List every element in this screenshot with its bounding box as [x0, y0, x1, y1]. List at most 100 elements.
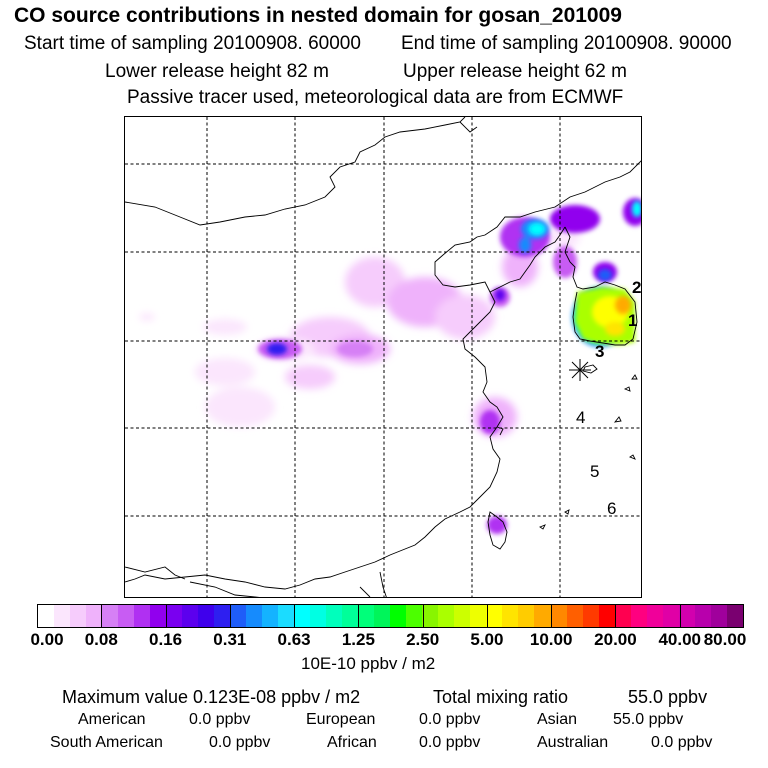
colorbar-cell — [662, 605, 679, 627]
region-name-south-american: South American — [50, 734, 163, 751]
region-value-south-american: 0.0 ppbv — [209, 734, 271, 751]
colorbar-cell — [246, 605, 263, 627]
colorbar-cell — [566, 605, 583, 627]
map-panel: 2 1 3 4 5 6 — [124, 116, 642, 598]
map-canvas — [125, 117, 641, 597]
region-value-asian: 55.0 ppbv — [613, 711, 684, 728]
plume-core — [575, 287, 635, 345]
region-name-european: European — [306, 711, 376, 728]
colorbar-cell — [470, 605, 487, 627]
site-marker-3: 3 — [595, 342, 605, 361]
colorbar-cell — [38, 605, 55, 627]
colorbar-cell — [214, 605, 231, 627]
colorbar-cell — [630, 605, 647, 627]
site-marker-4: 4 — [576, 408, 586, 427]
colorbar-cell — [534, 605, 551, 627]
colorbar-cell — [678, 605, 695, 627]
colorbar-separator — [551, 604, 553, 628]
colorbar-cell — [598, 605, 615, 627]
site-marker-2: 2 — [632, 278, 642, 297]
site-marker-6: 6 — [607, 499, 617, 518]
region-value-african: 0.0 ppbv — [419, 734, 481, 751]
region-name-australian: Australian — [537, 734, 609, 751]
colorbar-separator — [101, 604, 103, 628]
colorbar-tick-label: 80.00 — [703, 630, 747, 649]
region-name-american: American — [78, 711, 146, 728]
colorbar-cell — [166, 605, 183, 627]
max-value-label: Maximum value 0.123E-08 ppbv / m2 — [62, 687, 361, 707]
colorbar-cell — [278, 605, 295, 627]
colorbar-tick-label: 0.31 — [213, 630, 247, 649]
colorbar-tick-label: 5.00 — [470, 630, 504, 649]
colorbar-cell — [262, 605, 279, 627]
colorbar-tick-label: 20.00 — [594, 630, 637, 649]
colorbar-cell — [118, 605, 135, 627]
colorbar-cell — [454, 605, 471, 627]
colorbar-cell — [374, 605, 391, 627]
total-mixing-label: Total mixing ratio — [433, 687, 569, 707]
colorbar-cell — [582, 605, 599, 627]
colorbar-separator — [679, 604, 681, 628]
colorbar-cell — [422, 605, 439, 627]
site-marker-1: 1 — [628, 311, 638, 330]
colorbar-cell — [182, 605, 199, 627]
colorbar-cell — [614, 605, 631, 627]
colorbar-cell — [342, 605, 359, 627]
colorbar-tick-label: 2.50 — [406, 630, 440, 649]
site-marker-5: 5 — [590, 462, 600, 481]
colorbar — [37, 604, 744, 628]
colorbar-cell — [406, 605, 423, 627]
start-time-label: Start time of sampling 20100908. 60000 — [24, 33, 361, 54]
colorbar-cell — [390, 605, 407, 627]
colorbar-tick-label: 0.63 — [277, 630, 311, 649]
colorbar-cell — [230, 605, 247, 627]
colorbar-cell — [86, 605, 103, 627]
region-value-european: 0.0 ppbv — [419, 711, 481, 728]
colorbar-unit-label: 10E-10 ppbv / m2 — [301, 654, 436, 673]
colorbar-separator — [486, 604, 488, 628]
colorbar-cell — [726, 605, 743, 627]
total-mixing-value: 55.0 ppbv — [628, 687, 708, 707]
gosan-site-marker — [569, 359, 591, 381]
tracer-label: Passive tracer used, meteorological data… — [127, 87, 624, 108]
lower-release-label: Lower release height 82 m — [105, 61, 329, 82]
colorbar-cell — [294, 605, 311, 627]
region-value-american: 0.0 ppbv — [189, 711, 251, 728]
colorbar-tick-label: 40.00 — [658, 630, 701, 649]
colorbar-cell — [70, 605, 87, 627]
colorbar-separator — [165, 604, 167, 628]
colorbar-cell — [438, 605, 455, 627]
colorbar-separator — [358, 604, 360, 628]
colorbar-cell — [694, 605, 711, 627]
colorbar-tick-label: 0.00 — [30, 630, 64, 649]
colorbar-tick-label: 10.00 — [529, 630, 573, 649]
region-value-australian: 0.0 ppbv — [651, 734, 713, 751]
region-name-african: African — [327, 734, 377, 751]
colorbar-cell — [150, 605, 167, 627]
colorbar-separator — [422, 604, 424, 628]
chart-title: CO source contributions in nested domain… — [14, 4, 622, 27]
colorbar-tick-label: 0.08 — [84, 630, 118, 649]
upper-release-label: Upper release height 62 m — [403, 61, 627, 82]
colorbar-cell — [646, 605, 663, 627]
colorbar-separator — [615, 604, 617, 628]
colorbar-cell — [102, 605, 119, 627]
colorbar-cell — [502, 605, 519, 627]
colorbar-cell — [486, 605, 503, 627]
colorbar-cell — [326, 605, 343, 627]
colorbar-tick-label: 1.25 — [341, 630, 375, 649]
colorbar-tick-label: 0.16 — [148, 630, 183, 649]
colorbar-cell — [518, 605, 535, 627]
plume-faint — [139, 225, 580, 437]
colorbar-cell — [710, 605, 727, 627]
map-grid — [125, 117, 641, 597]
region-name-asian: Asian — [537, 711, 578, 728]
colorbar-cell — [550, 605, 567, 627]
colorbar-separator — [229, 604, 231, 628]
colorbar-cell — [54, 605, 71, 627]
colorbar-cell — [358, 605, 375, 627]
colorbar-separator — [294, 604, 296, 628]
colorbar-cell — [310, 605, 327, 627]
end-time-label: End time of sampling 20100908. 90000 — [401, 33, 732, 54]
colorbar-cell — [198, 605, 215, 627]
